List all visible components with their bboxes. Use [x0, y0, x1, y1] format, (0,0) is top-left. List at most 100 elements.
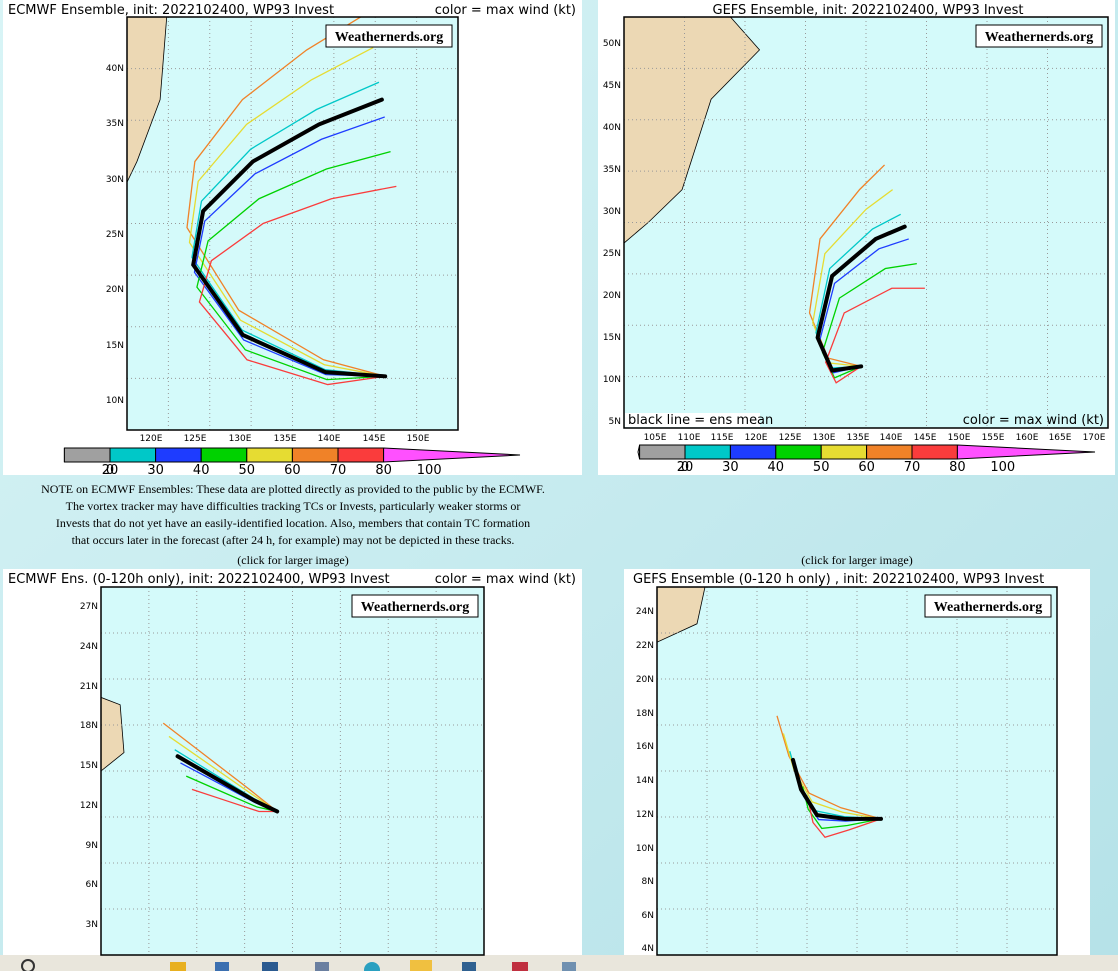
colorbar-end	[956, 444, 1096, 460]
lon-label: 150E	[407, 434, 430, 444]
colorbar-label: 80	[375, 463, 392, 478]
member-track	[812, 189, 894, 367]
colorbar-segment	[911, 444, 958, 460]
taskbar	[0, 955, 1118, 971]
land	[657, 587, 706, 643]
mean-track	[175, 754, 280, 814]
lat-label: 10N	[603, 375, 621, 385]
lat-label: 6N	[642, 911, 654, 921]
colorbar-segment	[200, 447, 248, 463]
map-frame	[126, 16, 459, 431]
map	[127, 17, 458, 430]
mean-track	[815, 224, 907, 373]
mean-track	[191, 97, 388, 379]
watermark: Weathernerds.org	[335, 30, 443, 45]
colorbar-label: 40	[193, 463, 210, 478]
caption[interactable]: (click for larger image)	[237, 553, 348, 567]
map	[657, 587, 1057, 955]
lon-label: 130E	[813, 433, 836, 443]
colorbar-segment	[291, 447, 339, 463]
lat-label: 18N	[636, 709, 654, 719]
colorbar-segment	[337, 447, 385, 463]
watermark: Weathernerds.org	[361, 600, 469, 615]
colorbar-segment	[155, 447, 202, 463]
watermark-box	[325, 24, 453, 48]
lat-label: 30N	[106, 175, 124, 185]
caption[interactable]: (click for larger image)	[801, 553, 912, 567]
member-track	[815, 213, 901, 369]
member-track	[818, 238, 909, 374]
lat-label: 9N	[86, 841, 98, 851]
lat-label: 10N	[106, 396, 124, 406]
colorbar-segment	[775, 444, 822, 460]
colorbar-label: 20	[677, 460, 694, 475]
map-frame	[656, 586, 1058, 956]
lon-label: 155E	[982, 433, 1005, 443]
lon-label: 110E	[678, 433, 701, 443]
wind-legend-note: color = max wind (kt)	[435, 3, 576, 18]
panel-title: ECMWF Ensemble, init: 2022102400, WP93 I…	[8, 3, 334, 18]
lat-label: 10N	[636, 844, 654, 854]
lon-label: 120E	[745, 433, 768, 443]
lon-label: 145E	[363, 434, 386, 444]
lon-label: 170E	[1083, 433, 1106, 443]
colorbar-segment	[866, 444, 913, 460]
panel-title: ECMWF Ens. (0-120h only), init: 20221024…	[8, 572, 390, 587]
lon-label: 130E	[229, 434, 252, 444]
lon-label: 120E	[140, 434, 163, 444]
member-track	[168, 735, 278, 813]
map	[101, 587, 484, 955]
colorbar-label: 30	[722, 460, 739, 475]
lat-label: 15N	[80, 761, 98, 771]
map	[624, 17, 1108, 428]
lon-label: 135E	[847, 433, 870, 443]
colorbar-segment	[63, 447, 111, 463]
lat-label: 22N	[636, 641, 654, 651]
lat-label: 35N	[603, 165, 621, 175]
land	[101, 696, 125, 772]
colorbar-end	[383, 447, 521, 463]
colorbar-label: 30	[147, 463, 164, 478]
colorbar-label: 50	[239, 463, 256, 478]
lon-label: 145E	[914, 433, 937, 443]
lon-label: 140E	[318, 434, 341, 444]
member-track	[193, 116, 386, 377]
taskbar-icons	[21, 959, 576, 971]
lon-label: 150E	[948, 433, 971, 443]
member-track	[776, 715, 882, 820]
lat-label: 24N	[636, 607, 654, 617]
lat-label: 4N	[642, 944, 654, 954]
land	[624, 17, 761, 244]
lon-label: 135E	[274, 434, 297, 444]
lat-label: 20N	[603, 291, 621, 301]
colorbar-segment	[820, 444, 868, 460]
lon-label: 125E	[779, 433, 802, 443]
lat-label: 25N	[106, 230, 124, 240]
lat-label: 40N	[106, 64, 124, 74]
lat-label: 15N	[603, 333, 621, 343]
member-track	[808, 803, 882, 838]
watermark-box	[975, 24, 1103, 48]
note-line: The vortex tracker may have difficulties…	[66, 499, 521, 513]
colorbar-segment	[684, 444, 731, 460]
lat-label: 25N	[603, 249, 621, 259]
lat-label: 3N	[86, 920, 98, 930]
note-line: Invests that do not yet have an easily-i…	[56, 516, 530, 530]
member-track	[782, 733, 882, 820]
colorbar-segment	[639, 444, 686, 460]
lon-label: 140E	[880, 433, 903, 443]
lat-label: 24N	[80, 642, 98, 652]
wind-legend-note: color = max wind (kt)	[963, 413, 1104, 428]
watermark-box	[351, 594, 479, 618]
map-frame	[100, 586, 485, 956]
panel-title: GEFS Ensemble (0-120 h only) , init: 202…	[633, 572, 1044, 587]
lat-label: 30N	[603, 207, 621, 217]
colorbar-label: 50	[813, 460, 830, 475]
member-track	[824, 287, 925, 384]
watermark-box	[924, 594, 1052, 618]
member-track	[191, 81, 386, 377]
colorbar-label: 100	[990, 460, 1015, 475]
watermark: Weathernerds.org	[985, 30, 1093, 45]
mean-note-box	[625, 413, 760, 427]
